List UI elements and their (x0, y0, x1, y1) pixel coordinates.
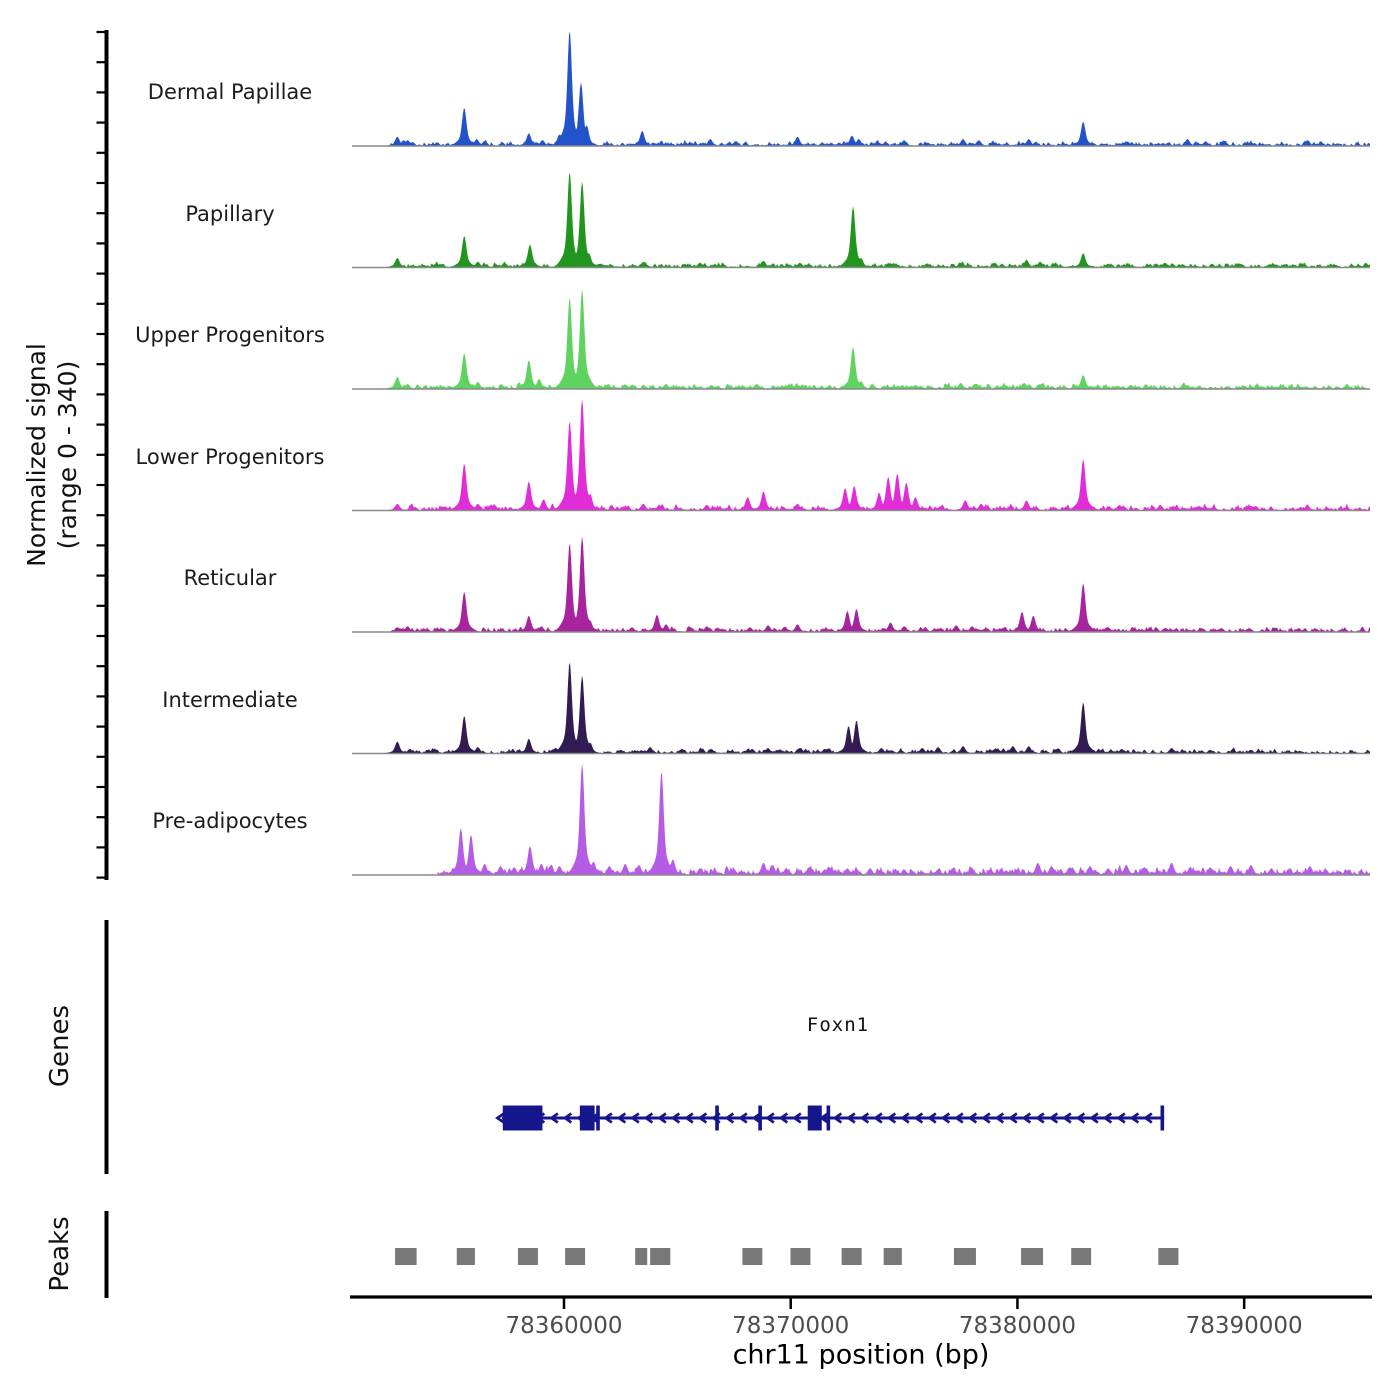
gene-exon-tick (826, 1105, 831, 1131)
y-axis-label-line2: (range 0 - 340) (53, 360, 82, 550)
gene-strand-arrow-icon (1035, 1112, 1045, 1124)
x-axis-tick-label: 78360000 (505, 1313, 623, 1339)
gene-strand-arrow-icon (630, 1112, 640, 1124)
peak-region (395, 1248, 417, 1265)
gene-strand-arrow-icon (1075, 1112, 1086, 1124)
signal-track-lower-progenitors (352, 398, 1370, 511)
track-label-pre-adipocytes: Pre-adipocytes (152, 809, 308, 833)
peak-region (1158, 1248, 1179, 1265)
peaks-section-label: Peaks (45, 1216, 75, 1292)
signal-track-intermediate (352, 662, 1370, 754)
gene-strand-arrow-icon (495, 1112, 505, 1124)
peak-region (841, 1248, 862, 1265)
gene-strand-arrow-icon (738, 1112, 748, 1124)
track-label-papillary: Papillary (185, 201, 275, 226)
gene-strand-arrow-icon (981, 1112, 991, 1124)
genes-section-label: Genes (45, 1004, 75, 1088)
gene-strand-arrow-icon (751, 1112, 762, 1124)
peak-region (790, 1248, 811, 1265)
x-axis-tick-label: 78380000 (958, 1313, 1076, 1339)
gene-strand-arrow-icon (846, 1112, 856, 1124)
gene-strand-arrow-icon (670, 1112, 681, 1124)
gene-exon (807, 1105, 822, 1131)
gene-strand-arrow-icon (1116, 1112, 1126, 1124)
track-label-dermal-papillae: Dermal Papillae (147, 80, 313, 104)
peak-region (517, 1248, 538, 1265)
track-label-upper-progenitors: Upper Progenitors (135, 323, 325, 347)
gene-strand-arrow-icon (886, 1112, 897, 1124)
signal-track-reticular (352, 536, 1370, 632)
gene-strand-arrow-icon (1021, 1112, 1032, 1124)
peak-region (1071, 1248, 1092, 1265)
y-axis-label: Normalized signal (range 0 - 340) (21, 343, 83, 567)
gene-strand-arrow-icon (913, 1112, 924, 1124)
gene-strand-arrow-icon (765, 1112, 775, 1124)
gene-exon-tick (596, 1105, 600, 1131)
gene-strand-arrow-icon (603, 1112, 613, 1124)
signal-track-pre-adipocytes (352, 763, 1370, 875)
signal-track-upper-progenitors (352, 289, 1370, 389)
gene-strand-arrow-icon (697, 1112, 708, 1124)
gene-strand-arrow-icon (643, 1112, 654, 1124)
gene-strand-arrow-icon (657, 1112, 667, 1124)
gene-strand-arrow-icon (873, 1112, 883, 1124)
gene-strand-arrow-icon (684, 1112, 694, 1124)
gene-strand-arrow-icon (562, 1112, 573, 1124)
gene-exon-tick (1160, 1105, 1165, 1131)
gene-exon (579, 1105, 595, 1131)
x-axis-tick-label: 78390000 (1185, 1313, 1303, 1339)
gene-exon-tick (715, 1105, 719, 1131)
peak-region (953, 1248, 976, 1265)
track-label-reticular: Reticular (183, 566, 277, 590)
gene-strand-arrow-icon (994, 1112, 1005, 1124)
gene-strand-arrow-icon (1008, 1112, 1018, 1124)
y-axis-label-line1: Normalized signal (22, 343, 51, 567)
gene-strand-arrow-icon (1143, 1112, 1153, 1124)
peak-region (635, 1248, 648, 1265)
gene-strand-arrow-icon (549, 1112, 559, 1124)
gene-strand-arrow-icon (792, 1112, 802, 1124)
gene-strand-arrow-icon (967, 1112, 978, 1124)
gene-exon-tick (758, 1105, 762, 1131)
gene-strand-arrow-icon (1062, 1112, 1072, 1124)
peak-region (565, 1248, 586, 1265)
peak-region (1021, 1248, 1044, 1265)
gene-strand-arrow-icon (940, 1112, 951, 1124)
x-axis-tick-label: 78370000 (732, 1313, 850, 1339)
gene-strand-arrow-icon (832, 1112, 843, 1124)
gene-strand-arrow-icon (616, 1112, 627, 1124)
signal-track-dermal-papillae (352, 31, 1370, 146)
gene-strand-arrow-icon (954, 1112, 964, 1124)
gene-strand-arrow-icon (927, 1112, 937, 1124)
gene-strand-arrow-icon (778, 1112, 789, 1124)
peak-region (742, 1248, 763, 1265)
peak-region (650, 1248, 671, 1265)
track-label-lower-progenitors: Lower Progenitors (135, 444, 325, 469)
gene-strand-arrow-icon (900, 1112, 910, 1124)
gene-strand-arrow-icon (1129, 1112, 1140, 1124)
gene-strand-arrow-icon (724, 1112, 735, 1124)
x-axis-title: chr11 position (bp) (732, 1339, 990, 1371)
gene-exon (502, 1105, 543, 1131)
gene-strand-arrow-icon (1089, 1112, 1099, 1124)
gene-strand-arrow-icon (859, 1112, 870, 1124)
gene-strand-arrow-icon (1102, 1112, 1113, 1124)
gene-strand-arrow-icon (1048, 1112, 1059, 1124)
peak-region (456, 1248, 475, 1265)
track-label-intermediate: Intermediate (162, 687, 298, 712)
signal-track-papillary (352, 172, 1370, 268)
peak-region (883, 1248, 902, 1265)
gene-name-label: Foxn1 (806, 1014, 870, 1036)
